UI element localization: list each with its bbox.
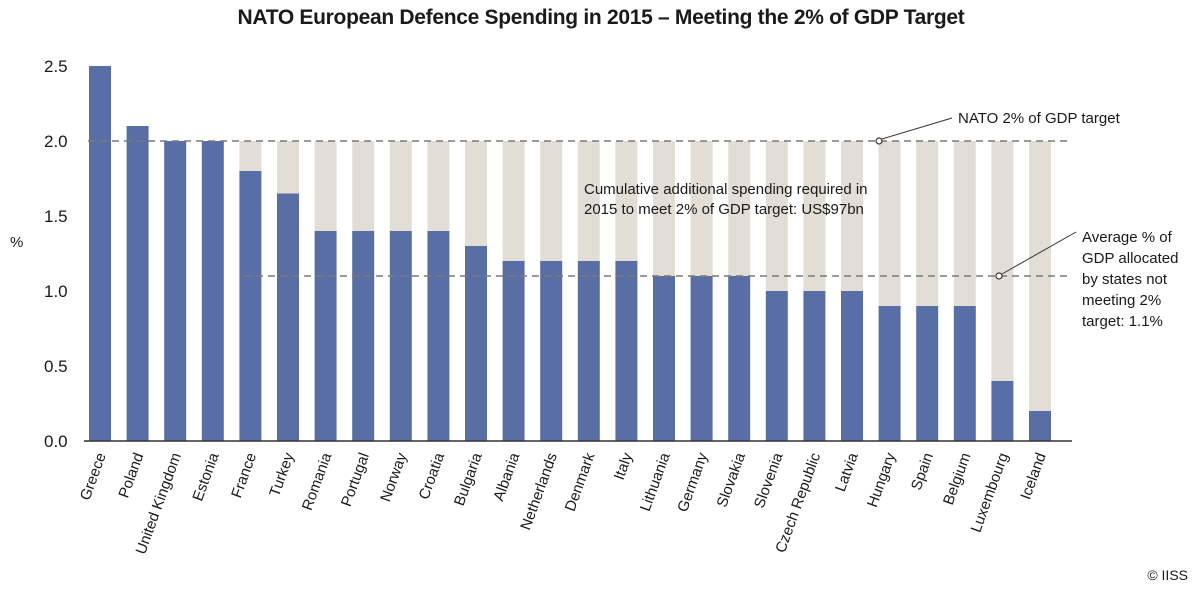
spending-bar xyxy=(765,291,788,441)
spending-bar xyxy=(653,276,675,441)
spending-bar xyxy=(502,261,525,441)
spending-bar xyxy=(803,291,826,441)
gap-bar xyxy=(690,141,713,276)
average-annotation: GDP allocated xyxy=(1082,250,1178,267)
spending-bar xyxy=(465,246,487,441)
spending-bar xyxy=(1029,411,1051,441)
x-tick-label: Albania xyxy=(490,450,523,503)
spending-bar xyxy=(164,141,187,441)
average-annotation: meeting 2% xyxy=(1082,292,1161,309)
spending-bar xyxy=(389,231,412,441)
cumulative-annotation: Cumulative additional spending required … xyxy=(584,181,868,198)
x-tick-label: Netherlands xyxy=(517,451,561,533)
y-tick-label: 1.5 xyxy=(44,207,68,226)
gap-bar xyxy=(465,141,487,246)
spending-bar xyxy=(841,291,863,441)
x-tick-label: Italy xyxy=(611,450,637,482)
gap-bar xyxy=(991,141,1014,381)
average-annotation: by states not xyxy=(1082,271,1168,288)
average-annotation: target: 1.1% xyxy=(1082,313,1163,330)
spending-bar xyxy=(89,66,111,441)
gap-bar xyxy=(352,141,375,231)
gap-bar xyxy=(615,141,638,261)
gap-bar xyxy=(540,141,563,261)
copyright-credit: © IISS xyxy=(1147,567,1188,583)
chart-title: NATO European Defence Spending in 2015 –… xyxy=(237,6,965,29)
spending-bar xyxy=(427,231,450,441)
spending-bar xyxy=(201,141,224,441)
y-tick-label: 0.5 xyxy=(44,357,68,376)
gap-bar xyxy=(577,141,600,261)
average-leader xyxy=(1001,231,1077,275)
spending-bar xyxy=(577,261,600,441)
gap-bar xyxy=(803,141,826,291)
spending-bar xyxy=(991,381,1014,441)
y-tick-label: 2.0 xyxy=(44,132,68,151)
spending-bar xyxy=(690,276,713,441)
spending-bar xyxy=(239,171,262,441)
gap-bar xyxy=(765,141,788,291)
y-tick-label: 2.5 xyxy=(44,57,68,76)
spending-bar xyxy=(126,126,149,441)
gap-bar xyxy=(728,141,751,276)
x-tick-label: Spain xyxy=(908,451,937,493)
gap-bar xyxy=(653,141,675,276)
x-tick-label: Bulgaria xyxy=(451,450,486,508)
gap-bar xyxy=(878,141,901,306)
x-tick-label: Slovakia xyxy=(714,450,750,510)
spending-bar xyxy=(916,306,939,441)
spending-bar xyxy=(277,193,299,441)
gap-bar xyxy=(389,141,412,231)
gap-bar xyxy=(427,141,450,231)
target-leader xyxy=(881,117,953,140)
gap-bar xyxy=(277,141,299,194)
gap-bar xyxy=(953,141,976,306)
x-tick-label: Belgium xyxy=(940,451,975,508)
spending-bar xyxy=(728,276,751,441)
gap-bar xyxy=(314,141,337,231)
x-tick-label: Latvia xyxy=(832,450,862,494)
spending-bar xyxy=(953,306,976,441)
x-tick-label: Germany xyxy=(674,450,711,514)
x-tick-label: Estonia xyxy=(189,450,222,503)
x-tick-label: Portugal xyxy=(338,451,373,509)
target-marker xyxy=(875,137,883,145)
spending-bar xyxy=(314,231,337,441)
spending-bar xyxy=(615,261,638,441)
y-tick-label: 1.0 xyxy=(44,282,68,301)
spending-bar xyxy=(352,231,375,441)
x-tick-label: Greece xyxy=(77,451,110,503)
x-tick-label: Hungary xyxy=(864,450,900,510)
gap-bar xyxy=(916,141,939,306)
x-tick-label: Turkey xyxy=(266,450,298,499)
average-annotation: Average % of xyxy=(1082,229,1173,246)
cumulative-annotation: 2015 to meet 2% of GDP target: US$97bn xyxy=(584,201,864,218)
y-tick-label: 0.0 xyxy=(44,432,68,451)
gap-bar xyxy=(841,141,863,291)
x-tick-label: Norway xyxy=(377,450,411,504)
x-tick-label: Poland xyxy=(115,451,147,501)
target-annotation: NATO 2% of GDP target xyxy=(958,110,1121,127)
x-tick-label: Croatia xyxy=(416,450,449,502)
x-tick-label: France xyxy=(228,451,260,501)
x-tick-label: Lithuania xyxy=(637,450,674,514)
x-tick-label: Romania xyxy=(299,450,336,513)
x-tick-label: Luxembourg xyxy=(968,451,1012,535)
x-tick-label: Denmark xyxy=(562,450,599,513)
average-marker xyxy=(995,272,1003,280)
gap-bar xyxy=(239,141,262,171)
y-axis-label: % xyxy=(10,234,24,251)
x-tick-label: Slovenia xyxy=(751,450,787,511)
spending-bar xyxy=(540,261,563,441)
spending-bar xyxy=(878,306,901,441)
gap-bar xyxy=(502,141,525,261)
x-tick-label: Iceland xyxy=(1017,451,1050,502)
